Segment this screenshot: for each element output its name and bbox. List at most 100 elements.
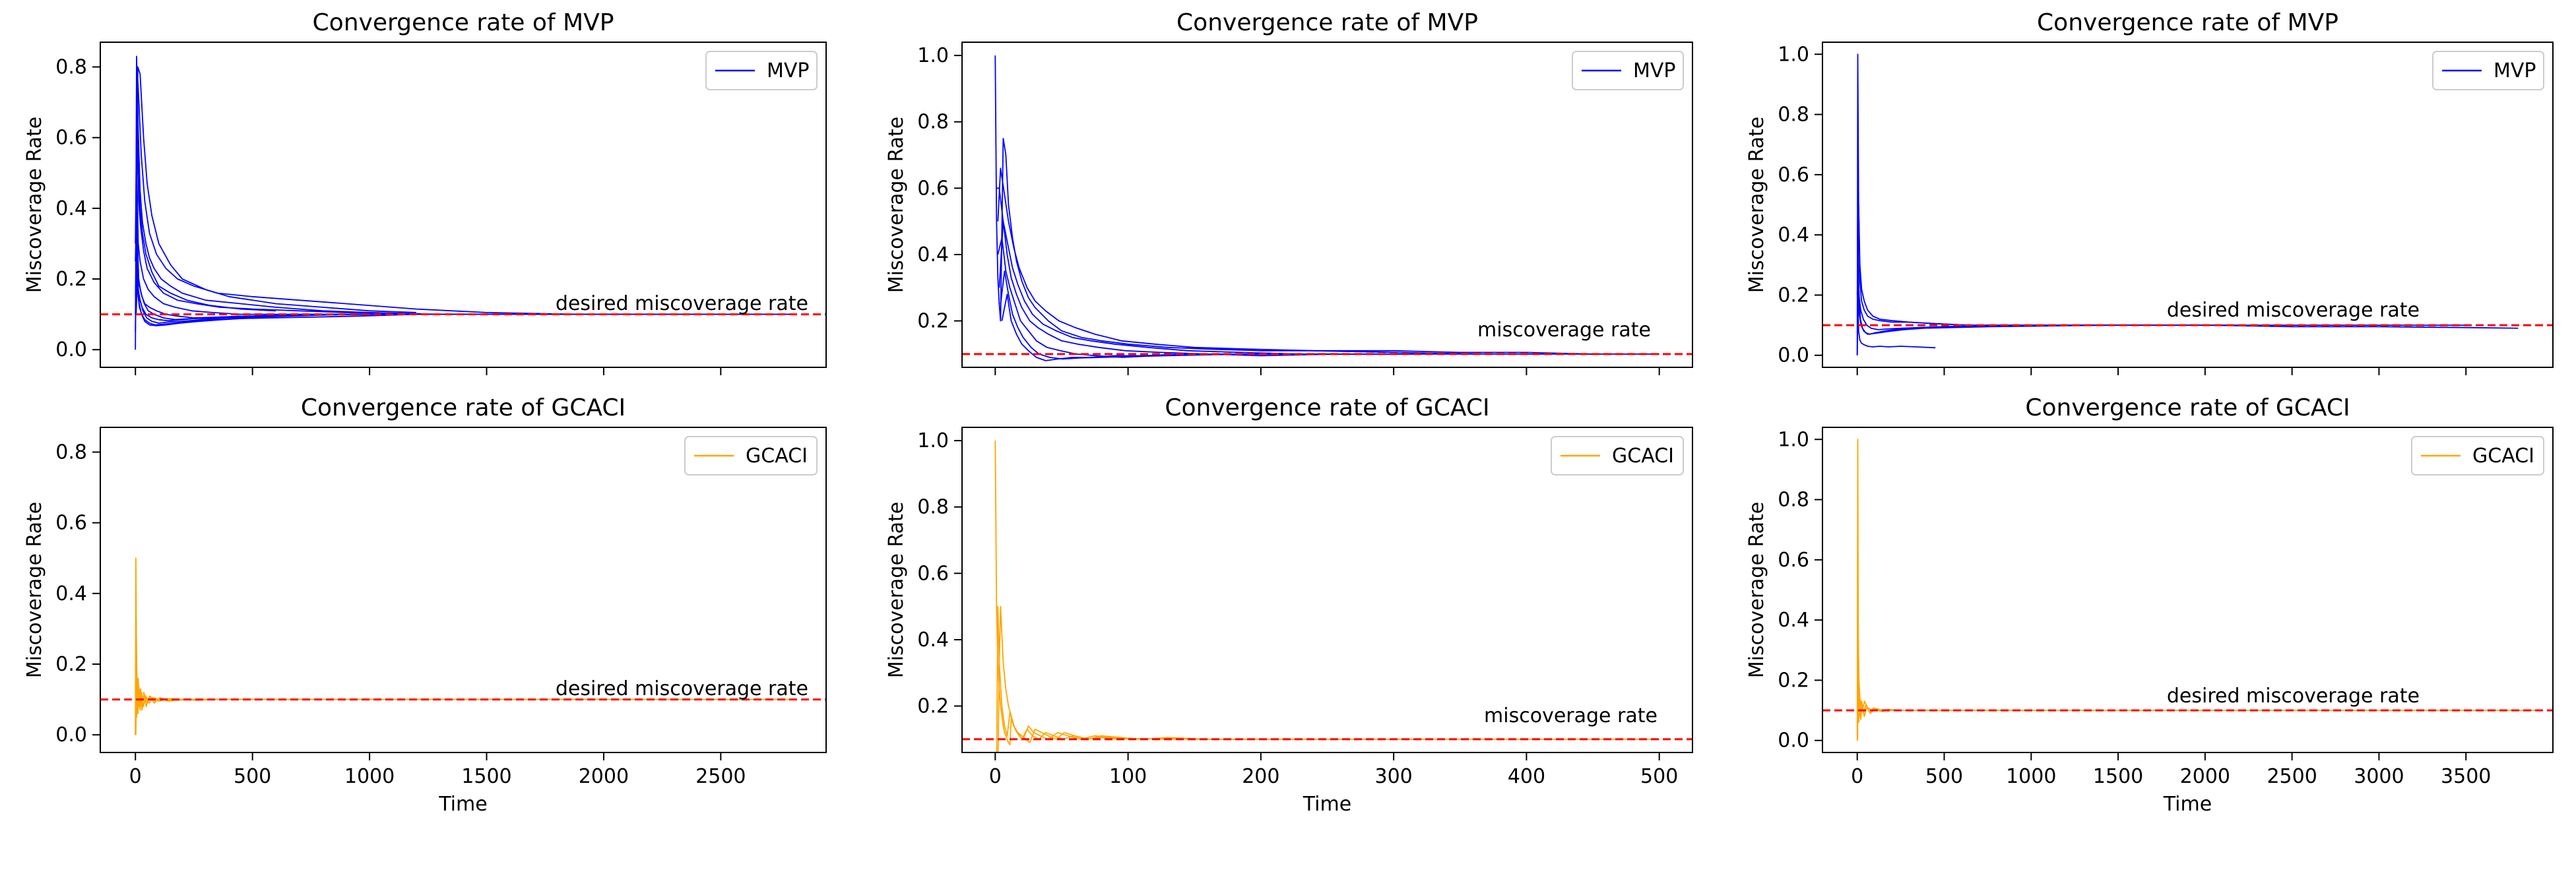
y-tick-label: 0.0 — [1778, 344, 1809, 367]
x-tick-label: 500 — [234, 765, 271, 788]
y-tick-label: 0.6 — [917, 562, 949, 585]
plot-area — [100, 557, 826, 735]
series-line-7 — [1001, 293, 1301, 361]
y-tick-label: 0.6 — [917, 177, 949, 200]
x-tick-label: 3000 — [2354, 765, 2404, 788]
chart-title: Convergence rate of MVP — [2037, 9, 2338, 36]
axes-frame — [1822, 42, 2554, 368]
y-tick-label: 0.4 — [55, 197, 87, 220]
y-tick-label: 0.8 — [917, 111, 949, 134]
series-line-2 — [996, 605, 1434, 752]
x-tick-label: 0 — [1851, 765, 1863, 788]
y-tick-label: 0.4 — [1778, 609, 1809, 632]
y-tick-label: 0.4 — [917, 243, 949, 266]
y-tick-label: 0.6 — [55, 127, 87, 150]
x-tick-label: 1500 — [2093, 765, 2143, 788]
subplot-4: 0 500 1000 1500 2000 2500 0.0 0.2 0.4 0.6 0.8 Conve… — [23, 394, 827, 816]
y-tick-label: 0.2 — [1778, 669, 1809, 692]
reference-line-label: miscoverage rate — [1484, 704, 1658, 727]
y-tick-label: 0.6 — [1778, 549, 1809, 572]
series-line-6 — [1000, 270, 1354, 360]
y-tick-label: 0.2 — [917, 310, 949, 333]
chart-title: Convergence rate of GCACI — [301, 394, 626, 421]
y-axis-label: Miscoverage Rate — [23, 117, 46, 293]
legend: GCACI — [1551, 436, 1684, 475]
y-tick-label: 0.4 — [55, 582, 87, 605]
series-line-4 — [1857, 279, 2188, 340]
axes-frame — [100, 427, 827, 753]
legend: GCACI — [2411, 436, 2544, 475]
y-tick-label: 1.0 — [917, 429, 949, 452]
y-axis-label: Miscoverage Rate — [885, 502, 908, 678]
series-line-3 — [996, 187, 1473, 355]
x-tick-label: 100 — [1109, 765, 1147, 788]
y-tick-label: 0.2 — [55, 653, 87, 676]
reference-line-label: desired miscoverage rate — [556, 677, 808, 700]
series-line-5 — [1856, 294, 1936, 355]
axes-frame — [1822, 427, 2554, 753]
series-line-4 — [135, 677, 253, 735]
x-tick-label: 1500 — [461, 765, 511, 788]
reference-line-label: desired miscoverage rate — [556, 292, 808, 315]
series-line-2 — [135, 70, 791, 315]
x-tick-label: 1000 — [344, 765, 395, 788]
subplot-3: 0.0 0.2 0.4 0.6 0.8 1.0 Convergence rate of MV… — [1745, 9, 2554, 375]
x-tick-label: 200 — [1242, 765, 1279, 788]
series-line-6 — [135, 172, 370, 315]
y-tick-label: 0.2 — [1778, 284, 1809, 307]
x-tick-label: 2000 — [2180, 765, 2230, 788]
series-line-11 — [135, 257, 417, 326]
x-tick-label: 1000 — [2006, 765, 2056, 788]
x-tick-label: 500 — [1640, 765, 1678, 788]
y-axis-label: Miscoverage Rate — [885, 117, 908, 293]
plot-area — [962, 441, 1692, 752]
series-line-1 — [994, 55, 1659, 355]
x-tick-label: 0 — [989, 765, 1002, 788]
x-tick-label: 2000 — [579, 765, 629, 788]
legend-box — [2432, 51, 2544, 90]
y-tick-label: 0.8 — [55, 56, 87, 79]
legend-label: MVP — [2494, 59, 2536, 82]
y-tick-label: 0.4 — [917, 628, 949, 652]
series-line-2 — [1857, 589, 2032, 741]
chart-title: Convergence rate of MVP — [1176, 9, 1478, 36]
legend-box — [2411, 436, 2544, 475]
x-axis-label: Time — [438, 793, 487, 816]
subplot-5: 0 100 200 300 400 500 0.2 0.4 0.6 0.8 1.0 Convergen… — [885, 394, 1693, 816]
y-tick-label: 1.0 — [917, 44, 949, 67]
legend: MVP — [2432, 51, 2544, 90]
legend-label: GCACI — [2472, 444, 2534, 468]
y-tick-label: 0.4 — [1778, 224, 1809, 247]
legend-label: GCACI — [1612, 444, 1674, 468]
legend-label: GCACI — [746, 444, 808, 468]
series-line-2 — [135, 617, 604, 735]
plot-area — [1822, 439, 2553, 741]
x-tick-label: 3500 — [2441, 765, 2491, 788]
legend-box — [1551, 436, 1684, 475]
y-tick-label: 0.2 — [55, 268, 87, 291]
legend-box — [684, 436, 818, 475]
x-tick-label: 2500 — [695, 765, 746, 788]
series-line-2 — [997, 168, 1593, 355]
x-tick-label: 500 — [1925, 765, 1963, 788]
subplot-2: 0.2 0.4 0.6 0.8 1.0 Convergence rate of MVP Mi… — [885, 9, 1693, 375]
series-line-4 — [998, 220, 1421, 357]
y-tick-label: 0.0 — [55, 338, 87, 361]
legend: MVP — [705, 51, 818, 90]
series-line-1 — [994, 441, 1659, 746]
subplot-6: 0 500 1000 1500 2000 2500 3000 3500 0.0 0.2 0.4 0.6… — [1745, 394, 2554, 816]
y-axis-label: Miscoverage Rate — [1745, 117, 1768, 293]
legend: GCACI — [684, 436, 818, 475]
series-line-4 — [135, 102, 721, 315]
y-tick-label: 0.6 — [55, 512, 87, 535]
chart-title: Convergence rate of GCACI — [2025, 394, 2350, 421]
series-line-1 — [135, 557, 791, 735]
series-line-3 — [135, 681, 323, 735]
series-line-6 — [1857, 288, 2045, 335]
y-tick-label: 1.0 — [1778, 428, 1809, 451]
reference-line-label: desired miscoverage rate — [2167, 299, 2420, 322]
x-tick-label: 400 — [1508, 765, 1545, 788]
y-tick-label: 0.8 — [1778, 489, 1809, 512]
series-line-5 — [135, 108, 276, 312]
